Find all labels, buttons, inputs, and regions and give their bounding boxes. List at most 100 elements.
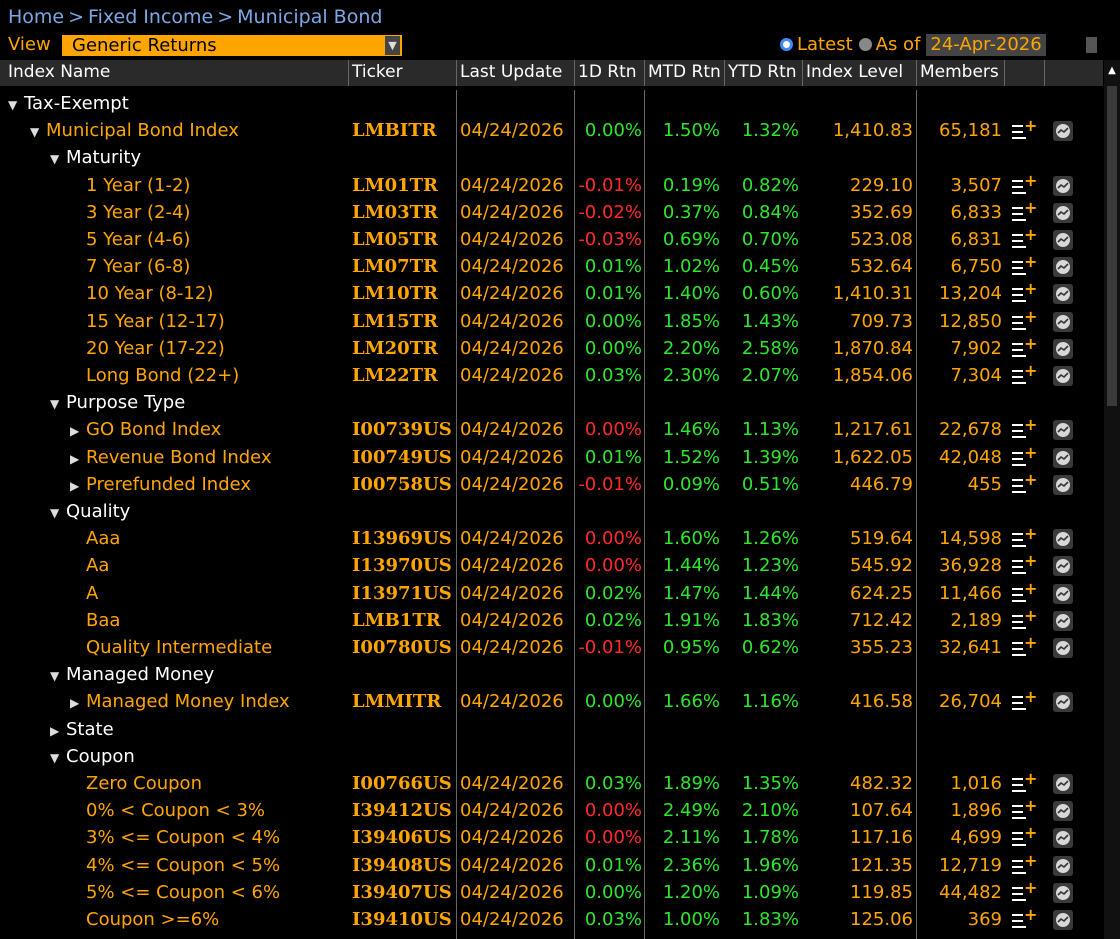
index-name-cell[interactable]: ▼ Managed Money (50, 661, 214, 688)
list-add-icon[interactable]: + (1012, 687, 1037, 711)
index-name-cell[interactable]: 10 Year (8-12) (70, 280, 213, 307)
breadcrumb-fixed-income[interactable]: Fixed Income (88, 6, 214, 28)
ticker-cell[interactable]: I00739US (352, 419, 452, 441)
index-name-cell[interactable]: ▶ Prerefunded Index (70, 471, 251, 498)
chart-icon[interactable] (1053, 447, 1073, 468)
members-cell[interactable]: 6,750 (950, 256, 1002, 278)
members-cell[interactable]: 65,181 (939, 120, 1002, 142)
group-row[interactable]: ▼ Maturity (0, 144, 1103, 171)
list-add-icon[interactable]: + (1012, 252, 1037, 276)
list-add-icon[interactable]: + (1012, 579, 1037, 603)
list-add-icon[interactable]: + (1012, 443, 1037, 467)
ticker-cell[interactable]: LM20TR (352, 337, 438, 359)
table-row[interactable]: ▶ Prerefunded Index I00758US 04/24/2026 -0.0… (0, 470, 1103, 498)
ticker-cell[interactable]: I39412US (352, 800, 452, 822)
ticker-cell[interactable]: LM22TR (352, 365, 438, 386)
chart-icon[interactable] (1053, 828, 1073, 849)
members-cell[interactable]: 1,896 (950, 800, 1002, 822)
ticker-cell[interactable]: LM03TR (352, 201, 438, 223)
members-cell[interactable]: 3,507 (950, 174, 1002, 196)
list-add-icon[interactable]: + (1012, 905, 1037, 929)
index-name-cell[interactable]: ▶ GO Bond Index (70, 416, 221, 443)
scroll-up-icon[interactable]: ▲ (1108, 65, 1116, 76)
view-dropdown[interactable]: Generic Returns ▼ (62, 35, 402, 56)
list-add-icon[interactable]: + (1012, 796, 1037, 820)
members-cell[interactable]: 22,678 (939, 419, 1002, 441)
members-cell[interactable]: 7,304 (950, 365, 1002, 386)
members-cell[interactable]: 6,833 (950, 201, 1002, 223)
breadcrumb-home[interactable]: Home (8, 6, 65, 28)
chart-icon[interactable] (1053, 882, 1073, 903)
chevron-down-icon[interactable]: ▼ (385, 36, 400, 55)
caret-down-icon[interactable]: ▼ (50, 506, 60, 520)
chart-icon[interactable] (1053, 774, 1073, 794)
chart-icon[interactable] (1053, 366, 1073, 386)
index-name-cell[interactable]: ▼ Municipal Bond Index (30, 117, 239, 144)
members-cell[interactable]: 2,189 (950, 609, 1002, 631)
group-row[interactable]: ▼ Quality (0, 498, 1103, 525)
ticker-cell[interactable]: LMMITR (352, 691, 442, 713)
index-name-cell[interactable]: ▶ Revenue Bond Index (70, 444, 272, 471)
breadcrumb-municipal-bond[interactable]: Municipal Bond (237, 6, 383, 28)
ticker-cell[interactable]: I00780US (352, 637, 452, 658)
list-add-icon[interactable]: + (1012, 769, 1037, 793)
members-cell[interactable]: 455 (967, 473, 1002, 495)
members-cell[interactable]: 13,204 (939, 283, 1002, 305)
calendar-icon[interactable] (1086, 37, 1097, 53)
caret-down-icon[interactable]: ▼ (30, 125, 40, 140)
ticker-cell[interactable]: I13969US (352, 528, 452, 550)
ticker-cell[interactable]: I00749US (352, 446, 452, 468)
table-row[interactable]: Baa LMB1TR 04/24/2026 0.02% 1.91% 1.83% 712.42… (0, 606, 1103, 634)
table-row[interactable]: ▶ Managed Money Index LMMITR 04/24/2026 0.00… (0, 687, 1103, 715)
latest-label[interactable]: Latest (797, 34, 853, 55)
members-cell[interactable]: 369 (967, 909, 1002, 930)
chart-icon[interactable] (1053, 692, 1073, 713)
members-cell[interactable]: 32,641 (939, 637, 1002, 658)
table-row[interactable]: 10 Year (8-12) LM10TR 04/24/2026 0.01% 1.40%… (0, 279, 1103, 307)
table-row[interactable]: Coupon >=6% I39410US 04/24/2026 0.03% 1.00% 1… (0, 905, 1103, 933)
chart-icon[interactable] (1053, 121, 1073, 142)
index-name-cell[interactable]: ▼ Purpose Type (50, 389, 185, 416)
ticker-cell[interactable]: LM01TR (352, 174, 438, 196)
index-name-cell[interactable]: ▼ Maturity (50, 144, 141, 171)
index-name-cell[interactable]: 3% <= Coupon < 4% (70, 824, 280, 851)
list-add-icon[interactable]: + (1012, 361, 1037, 385)
ticker-cell[interactable]: I39407US (352, 881, 452, 903)
group-row[interactable]: ▼ Managed Money (0, 661, 1103, 688)
chart-icon[interactable] (1053, 910, 1073, 930)
header-ticker[interactable]: Ticker (348, 60, 456, 86)
list-add-icon[interactable]: + (1012, 198, 1037, 222)
index-name-cell[interactable]: 1 Year (1-2) (70, 172, 190, 199)
table-row[interactable]: 7 Year (6-8) LM07TR 04/24/2026 0.01% 1.02% 0.… (0, 252, 1103, 280)
members-cell[interactable]: 26,704 (939, 691, 1002, 713)
list-add-icon[interactable]: + (1012, 633, 1037, 657)
caret-down-icon[interactable]: ▼ (50, 397, 60, 412)
header-ytd-rtn[interactable]: YTD Rtn (724, 60, 802, 86)
index-name-cell[interactable]: ▼ Quality (50, 498, 130, 525)
index-name-cell[interactable]: A (70, 580, 98, 607)
asof-date-input[interactable]: 24-Apr-2026 (926, 34, 1046, 56)
latest-radio[interactable] (780, 38, 793, 51)
header-index-name[interactable]: Index Name (8, 62, 111, 82)
chart-icon[interactable] (1053, 529, 1073, 550)
table-row[interactable]: 4% <= Coupon < 5% I39408US 04/24/2026 0.01%… (0, 851, 1103, 879)
header-1d-rtn[interactable]: 1D Rtn (574, 60, 644, 86)
list-add-icon[interactable]: + (1012, 415, 1037, 439)
members-cell[interactable]: 44,482 (939, 881, 1002, 903)
members-cell[interactable]: 42,048 (939, 446, 1002, 468)
chart-icon[interactable] (1053, 420, 1073, 441)
group-row[interactable]: ▼ Tax-Exempt (0, 90, 1103, 117)
ticker-cell[interactable]: I39408US (352, 854, 452, 876)
ticker-cell[interactable]: LMB1TR (352, 609, 441, 631)
group-row[interactable]: ▶ State (0, 716, 1103, 743)
chart-icon[interactable] (1053, 801, 1073, 822)
list-add-icon[interactable]: + (1012, 470, 1037, 494)
vertical-scrollbar[interactable]: ▲ (1104, 60, 1120, 939)
header-members[interactable]: Members (916, 60, 1004, 86)
table-row[interactable]: 1 Year (1-2) LM01TR 04/24/2026 -0.01% 0.19% 0… (0, 171, 1103, 199)
list-add-icon[interactable]: + (1012, 524, 1037, 548)
chart-icon[interactable] (1053, 855, 1073, 876)
index-name-cell[interactable]: Zero Coupon (70, 770, 202, 797)
table-row[interactable]: 0% < Coupon < 3% I39412US 04/24/2026 0.00% 2… (0, 796, 1103, 824)
scroll-thumb[interactable] (1107, 86, 1117, 406)
